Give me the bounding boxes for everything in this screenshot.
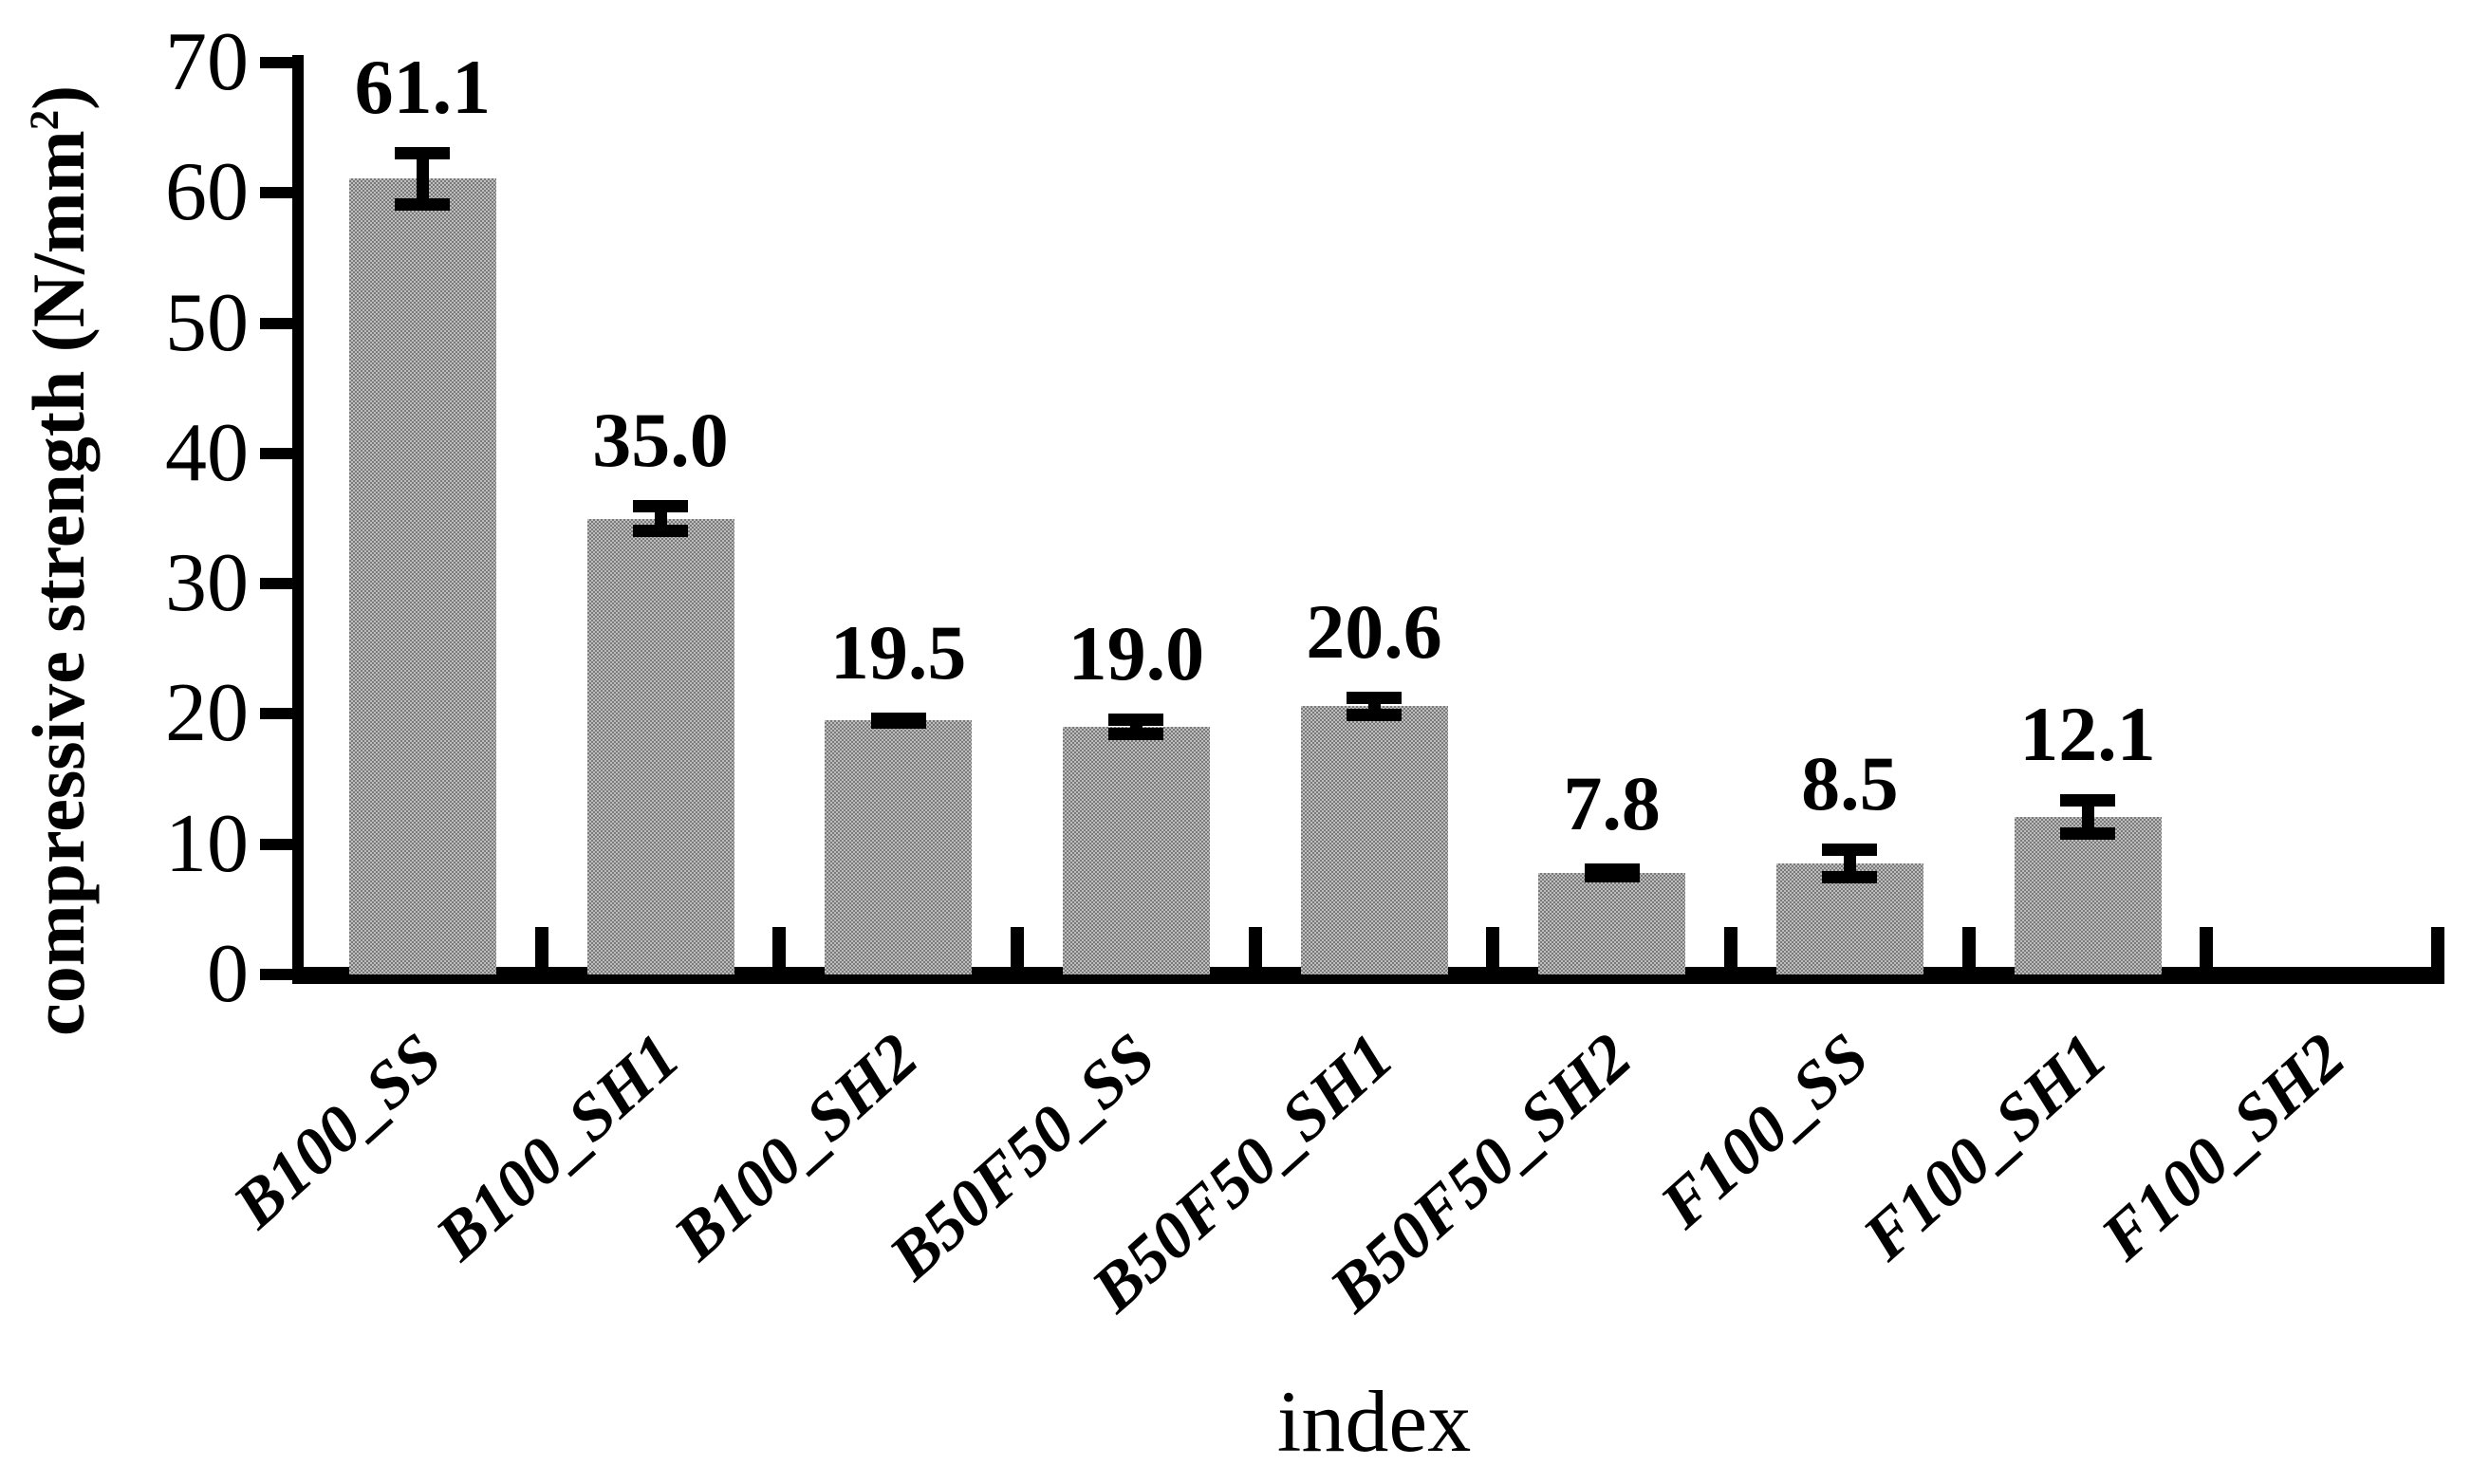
bar (586, 518, 734, 974)
y-tick (260, 57, 292, 68)
x-tick (1961, 927, 1976, 967)
bar (2014, 816, 2162, 974)
error-bar-bottom-cap (633, 525, 688, 538)
x-tick (1248, 927, 1262, 967)
y-tick-label: 20 (165, 667, 249, 760)
x-tick (1011, 927, 1024, 967)
y-tick (260, 317, 292, 329)
x-category-label: B100_SH1 (422, 1020, 694, 1275)
y-tick-label: 70 (165, 16, 249, 108)
error-bar-bottom-cap (1822, 871, 1878, 884)
x-category-label: F100_SH2 (2087, 1020, 2359, 1275)
value-label: 20.6 (1306, 587, 1442, 675)
error-bar-top-cap (633, 499, 688, 512)
error-bar-top-cap (1108, 713, 1164, 726)
x-tick (2431, 927, 2444, 967)
bar (348, 178, 496, 974)
bar (1062, 727, 1210, 974)
error-bar (416, 152, 429, 205)
value-label: 19.5 (829, 608, 967, 696)
value-label: 61.1 (354, 43, 492, 130)
y-tick-label: 60 (165, 146, 249, 239)
y-tick (260, 969, 292, 980)
bar (1300, 706, 1448, 974)
y-tick-label: 40 (165, 406, 249, 499)
x-tick (1724, 927, 1737, 967)
x-tick (2200, 927, 2214, 967)
x-category-label: F100_SH1 (1849, 1020, 2121, 1275)
value-label: 7.8 (1563, 759, 1661, 846)
y-tick (260, 578, 292, 590)
bar (825, 720, 973, 974)
y-tick-label: 30 (165, 537, 249, 630)
y-tick (260, 187, 292, 199)
value-label: 8.5 (1801, 740, 1899, 827)
error-bar-bottom-cap (1347, 708, 1402, 721)
error-bar-top-cap (1822, 844, 1878, 857)
x-category-label: B50F50_SS (876, 1020, 1170, 1294)
error-bar-bottom-cap (395, 197, 451, 211)
y-tick-label: 0 (207, 928, 249, 1020)
x-tick (534, 927, 548, 967)
error-bar-top-cap (395, 146, 451, 159)
y-axis-title-text: compressive strength (N/mm (17, 130, 101, 1036)
y-tick-label: 50 (165, 276, 249, 369)
y-axis-line (292, 55, 304, 984)
value-label: 19.0 (1068, 609, 1205, 696)
error-bar (1843, 849, 1856, 879)
y-axis-title-suffix: ) (17, 84, 101, 110)
error-bar (2081, 800, 2094, 834)
y-axis-title: compressive strength (N/mm2) (17, 0, 101, 1149)
x-tick (1486, 927, 1500, 967)
x-category-label: B100_SH2 (660, 1020, 932, 1275)
value-label: 35.0 (592, 396, 729, 483)
error-bar-top-cap (1347, 691, 1402, 704)
y-axis-title-superscript: 2 (23, 109, 68, 131)
error-bar-bottom-cap (1584, 870, 1640, 883)
error-bar-bottom-cap (870, 716, 926, 730)
error-bar-bottom-cap (1108, 728, 1164, 741)
x-tick (772, 927, 787, 967)
error-bar-bottom-cap (2060, 826, 2115, 840)
value-label: 12.1 (2019, 691, 2156, 778)
y-tick (260, 708, 292, 720)
y-tick-label: 10 (165, 797, 249, 890)
bar (1538, 872, 1686, 974)
y-tick (260, 838, 292, 850)
error-bar-top-cap (2060, 794, 2115, 807)
y-tick (260, 447, 292, 459)
x-axis-title: index (1276, 1373, 1472, 1470)
